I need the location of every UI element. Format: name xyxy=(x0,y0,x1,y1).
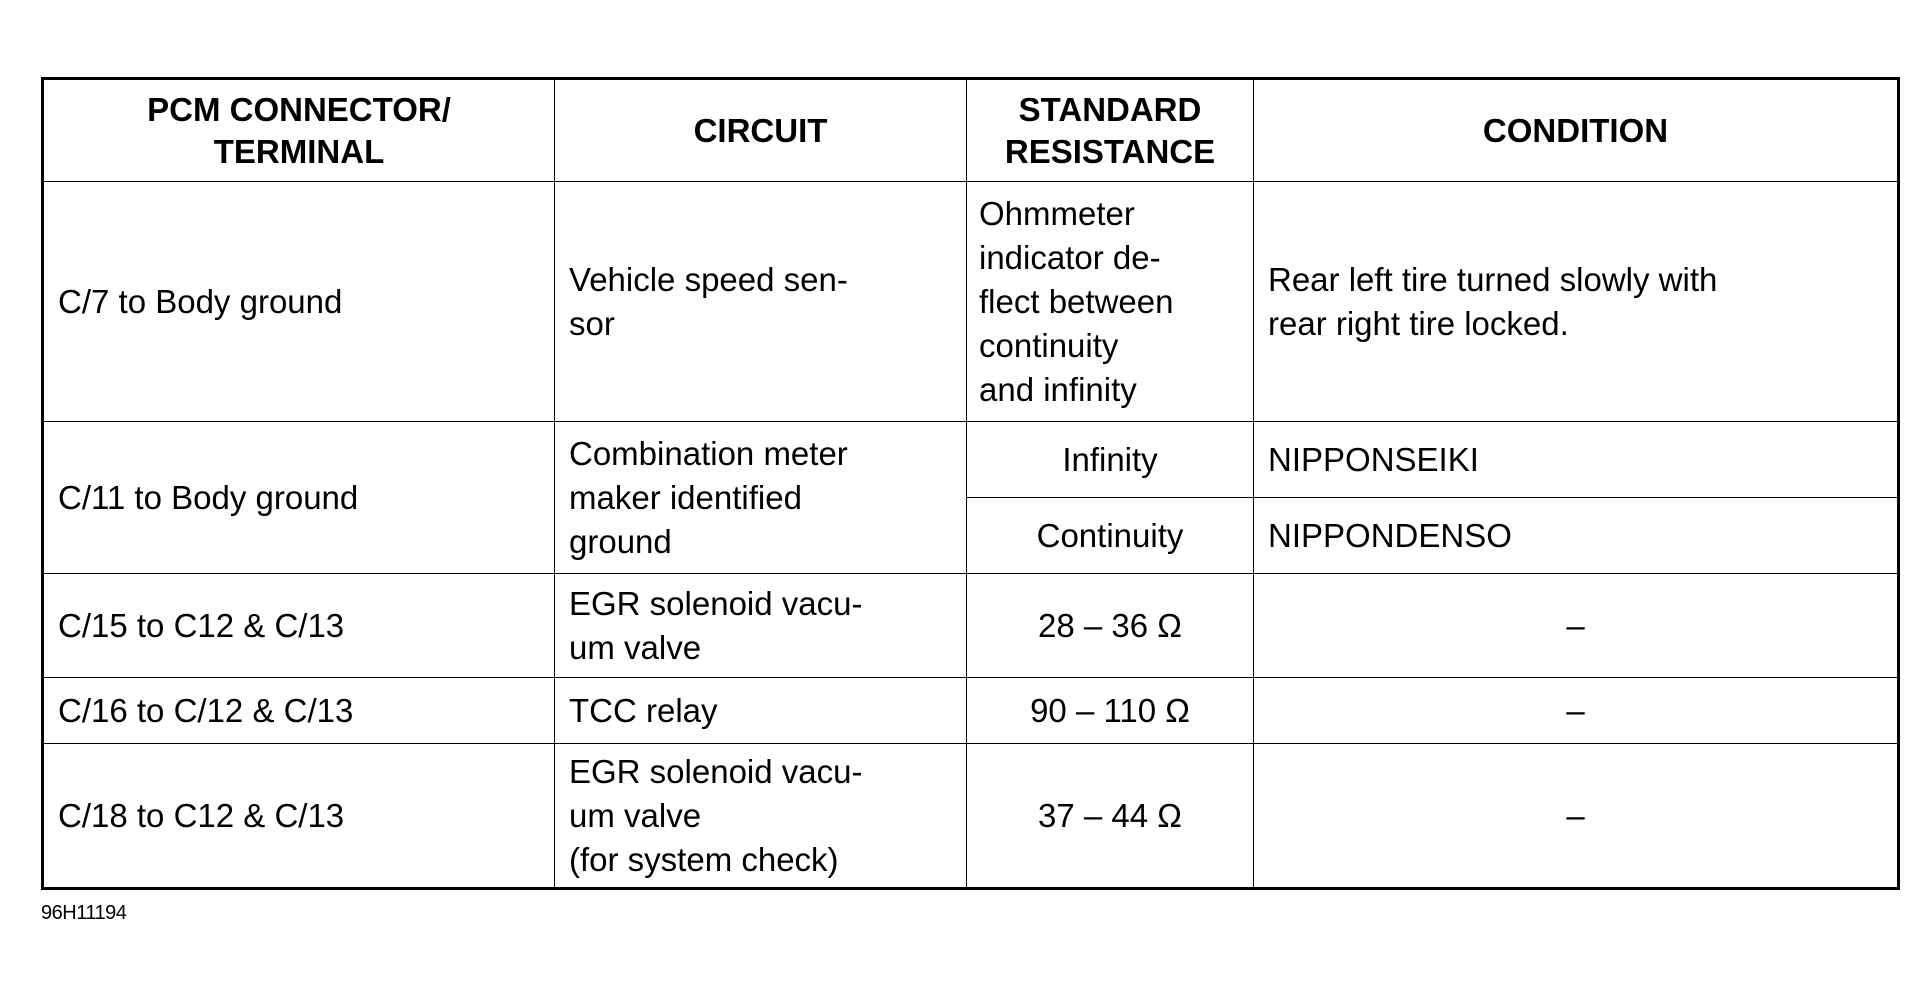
condition-cell: NIPPONSEIKI xyxy=(1253,421,1899,498)
circuit-cell: Vehicle speed sen- sor xyxy=(554,181,967,422)
table-subrow: Continuity NIPPONDENSO xyxy=(43,497,1899,574)
pcm-resistance-table: PCM CONNECTOR/ TERMINAL CIRCUIT STANDARD… xyxy=(41,77,1900,890)
resistance-cell: Continuity xyxy=(966,497,1254,574)
resistance-cell: 37 – 44 Ω xyxy=(966,743,1254,889)
condition-cell: Rear left tire turned slowly with rear r… xyxy=(1253,181,1899,422)
header-circuit: CIRCUIT xyxy=(554,78,967,182)
condition-cell: – xyxy=(1253,743,1899,889)
table-row: C/18 to C12 & C/13 EGR solenoid vacu- um… xyxy=(42,743,1899,889)
header-resistance: STANDARD RESISTANCE xyxy=(966,78,1254,182)
resistance-cell: Ohmmeter indicator de- flect between con… xyxy=(966,181,1254,422)
table-row: C/7 to Body ground Vehicle speed sen- so… xyxy=(42,181,1899,422)
condition-cell: – xyxy=(1253,677,1899,744)
terminal-cell: C/15 to C12 & C/13 xyxy=(42,573,555,678)
circuit-cell: Combination meter maker identified groun… xyxy=(554,421,967,574)
table-row: C/11 to Body ground Combination meter ma… xyxy=(42,421,1899,574)
resistance-cell: 90 – 110 Ω xyxy=(966,677,1254,744)
terminal-cell: C/18 to C12 & C/13 xyxy=(42,743,555,889)
resistance-cell: 28 – 36 Ω xyxy=(966,573,1254,678)
condition-cell: NIPPONDENSO xyxy=(1253,497,1899,574)
terminal-cell: C/11 to Body ground xyxy=(42,421,555,574)
table-row: C/16 to C/12 & C/13 TCC relay 90 – 110 Ω… xyxy=(42,677,1899,744)
circuit-cell: EGR solenoid vacu- um valve xyxy=(554,573,967,678)
header-condition: CONDITION xyxy=(1253,78,1899,182)
circuit-cell: EGR solenoid vacu- um valve (for system … xyxy=(554,743,967,889)
terminal-cell: C/16 to C/12 & C/13 xyxy=(42,677,555,744)
condition-cell: – xyxy=(1253,573,1899,678)
terminal-cell: C/7 to Body ground xyxy=(42,181,555,422)
figure-id-caption: 96H11194 xyxy=(41,902,127,924)
header-row: PCM CONNECTOR/ TERMINAL CIRCUIT STANDARD… xyxy=(42,78,1899,182)
header-terminal: PCM CONNECTOR/ TERMINAL xyxy=(42,78,555,182)
table-row: C/15 to C12 & C/13 EGR solenoid vacu- um… xyxy=(42,573,1899,678)
resistance-cell: Infinity xyxy=(966,421,1254,498)
circuit-cell: TCC relay xyxy=(554,677,967,744)
